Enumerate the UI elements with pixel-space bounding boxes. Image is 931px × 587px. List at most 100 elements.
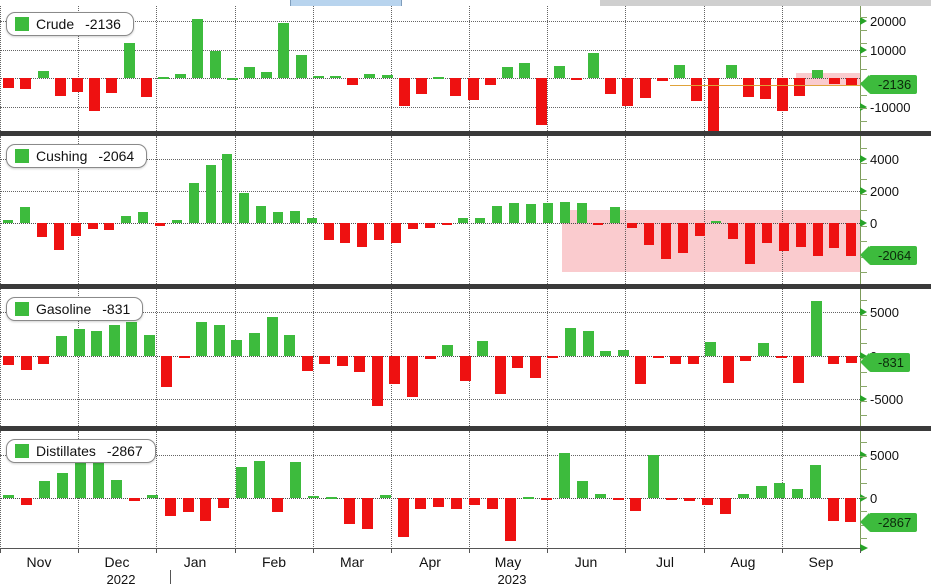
- bar: [284, 334, 295, 356]
- bar: [192, 18, 203, 79]
- y-axis-cushing: 4000 2000 0 -2064: [859, 136, 931, 284]
- bar: [425, 355, 436, 360]
- bar: [547, 355, 558, 358]
- bar: [777, 78, 788, 112]
- y-axis-tick-label: 4000: [870, 152, 899, 168]
- bar: [214, 325, 225, 356]
- y-axis-minor-tick: [860, 400, 867, 402]
- plot-area-distillates: [0, 431, 931, 563]
- bar: [648, 454, 659, 498]
- bar: [302, 355, 313, 372]
- gridline-vertical: [0, 136, 1, 284]
- bar: [39, 480, 50, 498]
- legend-distillates[interactable]: Distillates -2867: [6, 439, 156, 463]
- bar: [723, 355, 734, 383]
- legend-crude[interactable]: Crude -2136: [6, 12, 134, 36]
- bar: [530, 355, 541, 379]
- bar: [179, 355, 190, 358]
- x-axis-month-label: Sep: [808, 554, 834, 570]
- bar: [290, 462, 301, 498]
- gridline-vertical: [78, 136, 79, 284]
- bar: [792, 489, 803, 498]
- legend-cushing[interactable]: Cushing -2064: [6, 144, 148, 168]
- bar: [91, 331, 102, 356]
- bar: [425, 222, 435, 228]
- bar: [109, 325, 120, 356]
- bar: [330, 75, 341, 79]
- bar: [227, 77, 238, 80]
- bar: [450, 78, 461, 97]
- bar: [172, 219, 182, 223]
- y-axis-minor-tick: [860, 225, 867, 227]
- legend-swatch-icon: [15, 17, 29, 31]
- gridline-vertical: [625, 289, 626, 426]
- y-axis-minor-tick: [860, 497, 867, 498]
- bar: [38, 355, 49, 364]
- bar: [828, 355, 839, 365]
- legend-label: Gasoline: [36, 301, 92, 317]
- selected-tab-strip[interactable]: [290, 0, 402, 6]
- bar: [75, 458, 86, 498]
- y-axis-minor-tick: [860, 194, 867, 196]
- legend-gasoline[interactable]: Gasoline -831: [6, 297, 144, 321]
- bar: [121, 215, 131, 223]
- bar: [812, 70, 823, 79]
- gridline-vertical: [235, 136, 236, 284]
- y-axis-minor-tick: [860, 371, 867, 373]
- bar: [458, 217, 468, 223]
- bar: [793, 355, 804, 383]
- bar: [813, 222, 823, 257]
- y-axis-tick-label: 10000: [870, 42, 907, 58]
- gridline-vertical: [235, 431, 236, 563]
- y-axis-minor-tick: [860, 120, 867, 122]
- bar: [3, 78, 14, 89]
- y-axis-minor-tick: [860, 178, 867, 180]
- y-axis-minor-tick: [860, 147, 867, 149]
- bar: [492, 206, 502, 223]
- bar: [720, 497, 731, 514]
- y-axis-minor-tick: [860, 16, 867, 18]
- bar: [231, 340, 242, 356]
- gridline-vertical: [235, 289, 236, 426]
- bar: [442, 222, 452, 225]
- bar: [200, 497, 211, 521]
- gridline-vertical: [0, 289, 1, 426]
- gridline-vertical: [625, 6, 626, 131]
- bar: [374, 222, 384, 241]
- bar: [326, 497, 337, 499]
- bar: [416, 78, 427, 95]
- bar: [313, 75, 324, 79]
- gridline-vertical: [625, 136, 626, 284]
- bar: [380, 495, 391, 498]
- y-axis-tick-label: 0: [870, 215, 878, 231]
- bar: [20, 206, 30, 223]
- bar: [684, 497, 695, 502]
- y-axis-minor-tick: [860, 483, 867, 485]
- bar: [468, 78, 479, 101]
- x-axis-tick: [860, 548, 861, 553]
- bar: [244, 66, 255, 79]
- bar: [21, 355, 32, 370]
- x-axis-tick: [782, 548, 783, 553]
- bar: [794, 78, 805, 96]
- bar: [344, 497, 355, 525]
- bar: [560, 202, 570, 223]
- x-axis-year-label: 2022: [106, 572, 136, 587]
- bar: [165, 497, 176, 516]
- legend-label: Crude: [36, 16, 75, 32]
- bar: [347, 78, 358, 86]
- bar: [189, 182, 199, 223]
- bar: [206, 165, 216, 223]
- gridline-vertical: [156, 289, 157, 426]
- bar: [779, 222, 789, 252]
- current-value-badge: -831: [859, 353, 911, 373]
- y-axis-minor-tick: [860, 163, 867, 165]
- bar: [290, 211, 300, 223]
- x-axis-line: [0, 548, 860, 549]
- legend-value: -2867: [106, 443, 143, 459]
- y-axis-minor-tick: [860, 272, 867, 274]
- x-axis-tick: [625, 548, 626, 553]
- bar: [695, 222, 705, 237]
- bar: [56, 335, 67, 356]
- plot-area-gasoline: [0, 289, 931, 426]
